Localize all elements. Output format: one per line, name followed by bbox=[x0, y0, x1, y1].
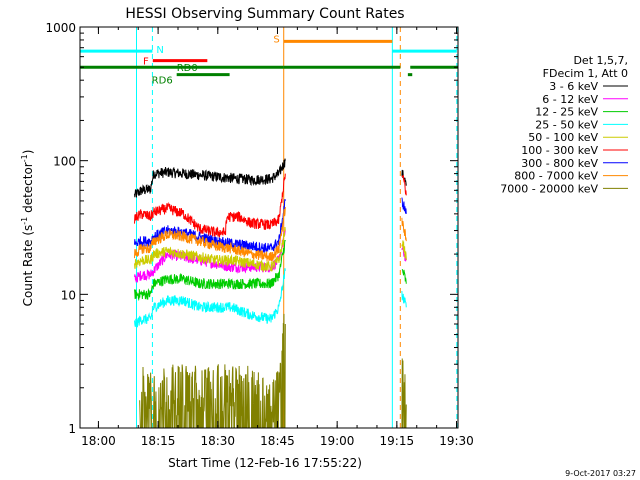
y-tick-label-1: 10 bbox=[61, 288, 76, 302]
footer-timestamp: 9-Oct-2017 03:27 bbox=[565, 469, 636, 478]
obs-bar-label-n: N bbox=[156, 45, 163, 56]
series-line-7-0 bbox=[134, 206, 286, 262]
x-tick-label-6: 19:30 bbox=[439, 434, 474, 448]
series-line-5-1 bbox=[401, 174, 407, 196]
x-tick-label-2: 18:30 bbox=[200, 434, 235, 448]
series-line-4-0 bbox=[134, 226, 286, 273]
legend-entry-label-8: 7000 - 20000 keV bbox=[500, 182, 598, 195]
y-tick-label-3: 1000 bbox=[45, 21, 76, 35]
series-line-7-1 bbox=[401, 217, 407, 242]
obs-bar-label-s: S bbox=[273, 34, 279, 45]
x-tick-label-1: 18:15 bbox=[141, 434, 176, 448]
series-line-6-1 bbox=[401, 197, 407, 214]
series-line-1-1 bbox=[401, 245, 407, 262]
series-50-100kev bbox=[134, 226, 407, 273]
x-tick-label-5: 19:15 bbox=[380, 434, 415, 448]
y-axis-label: Count Rate (s-1 detector-1) bbox=[20, 150, 35, 307]
legend-entry-label-7: 800 - 7000 keV bbox=[514, 170, 598, 183]
obs-bar-label-rd6: RD6 bbox=[152, 76, 173, 87]
series-line-8-0 bbox=[139, 313, 286, 428]
series-800-7000kev bbox=[134, 206, 407, 262]
legend-entry-label-1: 6 - 12 keV bbox=[542, 93, 598, 106]
series-line-2-1 bbox=[401, 268, 407, 284]
legend-entry-label-0: 3 - 6 keV bbox=[549, 80, 598, 93]
legend-entry-label-5: 100 - 300 keV bbox=[521, 144, 598, 157]
obs-bar-labels: N S F RD0 RD6 bbox=[143, 34, 280, 86]
series-layer bbox=[134, 158, 407, 428]
y-tick-label-0: 1 bbox=[68, 422, 76, 436]
legend-entry-label-4: 50 - 100 keV bbox=[528, 131, 598, 144]
x-tick-label-3: 18:45 bbox=[260, 434, 295, 448]
legend-entry-label-6: 300 - 800 keV bbox=[521, 157, 598, 170]
obs-bar-label-rd0: RD0 bbox=[177, 63, 198, 74]
series-7000-20000kev bbox=[139, 313, 407, 428]
x-tick-label-4: 19:00 bbox=[320, 434, 355, 448]
series-12-25kev bbox=[134, 239, 407, 302]
plot-frame bbox=[79, 26, 459, 429]
series-25-50kev bbox=[134, 268, 407, 328]
obs-bar-label-f: F bbox=[143, 57, 149, 68]
y-axis-label-end: ) bbox=[21, 150, 35, 155]
series-line-3-1 bbox=[401, 290, 407, 308]
series-line-8-1 bbox=[401, 358, 407, 428]
observing-annotations bbox=[80, 27, 458, 428]
legend-entry-label-2: 12 - 25 keV bbox=[535, 106, 598, 119]
series-line-3-0 bbox=[134, 268, 286, 328]
series-line-0-0 bbox=[134, 158, 286, 198]
series-line-2-0 bbox=[134, 239, 286, 302]
legend-entry-label-3: 25 - 50 keV bbox=[535, 118, 598, 131]
y-axis-label-sup2: -1 bbox=[20, 154, 29, 162]
chart-title: HESSI Observing Summary Count Rates bbox=[125, 6, 404, 22]
legend-header-1: Det 1,5,7, bbox=[573, 54, 628, 67]
y-tick-label-2: 100 bbox=[53, 155, 76, 169]
series-100-300kev bbox=[134, 173, 407, 239]
axes: 18:00 18:15 18:30 18:45 19:00 19:15 19:30 1 10 10… bbox=[45, 21, 473, 448]
y-axis-label-main: Count Rate (s bbox=[21, 225, 35, 307]
series-line-4-1 bbox=[401, 240, 407, 261]
x-axis-label: Start Time (12-Feb-16 17:55:22) bbox=[168, 456, 362, 470]
y-axis-label-sup1: -1 bbox=[20, 217, 29, 225]
series-line-5-0 bbox=[134, 173, 286, 239]
legend-header-2: FDecim 1, Att 0 bbox=[543, 67, 628, 80]
y-axis-label-mid: detector bbox=[21, 162, 35, 217]
x-tick-label-0: 18:00 bbox=[81, 434, 116, 448]
